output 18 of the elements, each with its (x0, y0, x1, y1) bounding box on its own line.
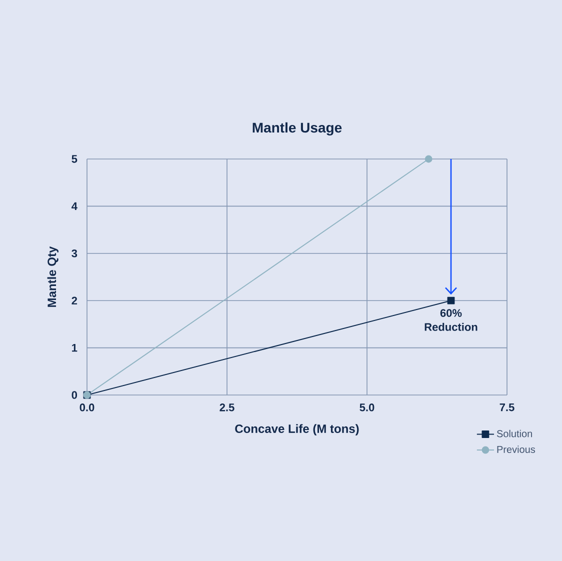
x-tick-label: 7.5 (500, 404, 514, 412)
y-tick-label: 5 (72, 155, 78, 163)
x-tick-label: 0.0 (80, 404, 94, 412)
y-tick-label: 4 (72, 202, 78, 210)
annotation: 60% Reduction (424, 309, 478, 331)
point (424, 155, 432, 163)
y-tick-label: 2 (72, 296, 78, 304)
x-tick-label: 5.0 (360, 404, 374, 412)
x-axis-title: Concave Life (M tons) (235, 424, 359, 436)
y-tick-label: 1 (72, 344, 78, 352)
chart-title: Mantle Usage (252, 122, 342, 136)
x-tick-label: 2.5 (220, 404, 234, 412)
y-axis-title: Mantle Qty (47, 246, 58, 307)
legend-label: Previous (497, 446, 536, 453)
y-tick-label: 0 (72, 391, 78, 399)
point (447, 296, 455, 304)
legend-label: Solution (496, 430, 532, 438)
y-tick-label: 3 (72, 250, 78, 258)
